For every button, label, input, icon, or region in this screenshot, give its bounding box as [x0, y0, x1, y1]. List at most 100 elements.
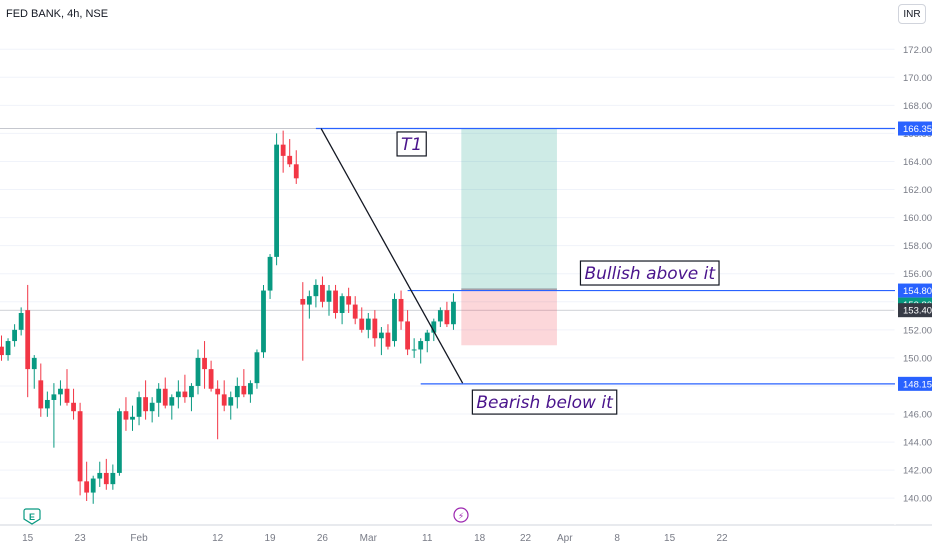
candle [156, 388, 162, 403]
candle [333, 290, 338, 313]
candle [136, 397, 142, 417]
candle [162, 388, 168, 406]
x-tick-label: 11 [422, 533, 433, 544]
price-badge [898, 376, 932, 391]
candle [25, 310, 31, 370]
long-position-tool[interactable] [461, 128, 557, 346]
candle [44, 399, 50, 409]
candle [326, 290, 332, 302]
earnings-marker-icon[interactable] [23, 508, 41, 525]
price-badge [898, 283, 932, 298]
x-tick-label: 22 [716, 533, 728, 544]
price-badge [898, 303, 932, 318]
candle [103, 472, 109, 485]
candle [90, 478, 96, 493]
stop-zone[interactable] [461, 289, 557, 346]
candle [274, 144, 279, 257]
event-markers[interactable]: E ⚡ [23, 507, 469, 525]
candle [12, 329, 17, 342]
trendline[interactable] [320, 128, 464, 384]
candle [339, 296, 345, 313]
candle [117, 411, 122, 473]
event-marker-icon[interactable] [453, 507, 469, 523]
candle [306, 296, 312, 305]
price-badge-label: 153.40 [903, 306, 932, 317]
candle [195, 357, 201, 386]
candle [411, 349, 417, 351]
candle [300, 298, 306, 305]
symbol-header: FED BANK, 4h, NSE [6, 8, 109, 20]
candle [372, 318, 378, 339]
x-tick-label: Feb [130, 533, 148, 544]
earnings-marker-label: E [29, 512, 35, 522]
y-tick-label: 158.00 [903, 241, 932, 252]
candle [169, 397, 175, 406]
currency-button[interactable]: INR [898, 4, 926, 24]
candle [189, 385, 194, 398]
time-axis[interactable]: 15 23 Feb 12 19 26 Mar 11 18 22 Apr 8 15 22 [22, 533, 728, 544]
candle [241, 385, 247, 395]
candle [77, 411, 83, 482]
candle [405, 321, 410, 350]
candle [64, 388, 70, 403]
y-tick-label: 144.00 [903, 438, 932, 449]
candle [208, 369, 214, 389]
candle [0, 346, 4, 356]
y-tick-label: 168.00 [903, 101, 932, 112]
candle [149, 402, 155, 412]
candle [320, 284, 325, 302]
annotation-box[interactable] [471, 389, 618, 415]
price-badge-label: 148.15 [903, 379, 932, 390]
candle [267, 256, 273, 291]
candle [71, 402, 76, 412]
price-badge-label: 154.80 [903, 286, 932, 297]
candle [18, 312, 24, 330]
annotation-label[interactable]: Bearish below it [476, 393, 614, 413]
candle [110, 472, 116, 485]
candle [58, 388, 63, 395]
annotations[interactable]: T1 Bullish above it Bearish below it [396, 131, 720, 415]
candle [313, 284, 319, 297]
event-marker-label: ⚡ [458, 512, 464, 522]
candle [437, 310, 443, 322]
candle [392, 298, 397, 342]
candle [31, 357, 37, 370]
candle [424, 332, 430, 342]
y-tick-label: 156.00 [903, 269, 932, 280]
x-tick-label: 19 [264, 533, 276, 544]
x-tick-label: 18 [474, 533, 486, 544]
annotation-box[interactable] [579, 260, 720, 286]
y-tick-label: 142.00 [903, 466, 932, 477]
y-tick-label: 160.00 [903, 213, 932, 224]
x-tick-label: 15 [664, 533, 676, 544]
candle [51, 394, 57, 400]
candle [130, 416, 135, 420]
candle [293, 164, 299, 179]
candle [451, 301, 456, 325]
candle [431, 321, 437, 333]
candle [248, 383, 253, 395]
annotation-label[interactable]: T1 [401, 135, 422, 155]
candle [234, 385, 240, 398]
horizontal-levels[interactable] [315, 127, 895, 385]
candle [38, 380, 44, 409]
candle [398, 298, 404, 322]
candle [418, 341, 424, 350]
annotation-box[interactable] [396, 131, 427, 157]
candle [346, 296, 352, 305]
target-zone[interactable] [461, 128, 557, 290]
y-tick-label: 146.00 [903, 410, 932, 421]
candle [215, 388, 221, 395]
price-axis[interactable]: 140.00142.00144.00146.00148.00150.00152.… [898, 45, 932, 505]
candle [97, 472, 103, 479]
trendline-segment[interactable] [320, 128, 464, 384]
candle [280, 144, 286, 156]
candle [359, 318, 365, 330]
candle [5, 341, 11, 356]
candle [123, 411, 129, 420]
candle [287, 155, 293, 165]
annotation-label[interactable]: Bullish above it [584, 264, 716, 284]
candle [254, 352, 260, 384]
candle [352, 304, 358, 319]
